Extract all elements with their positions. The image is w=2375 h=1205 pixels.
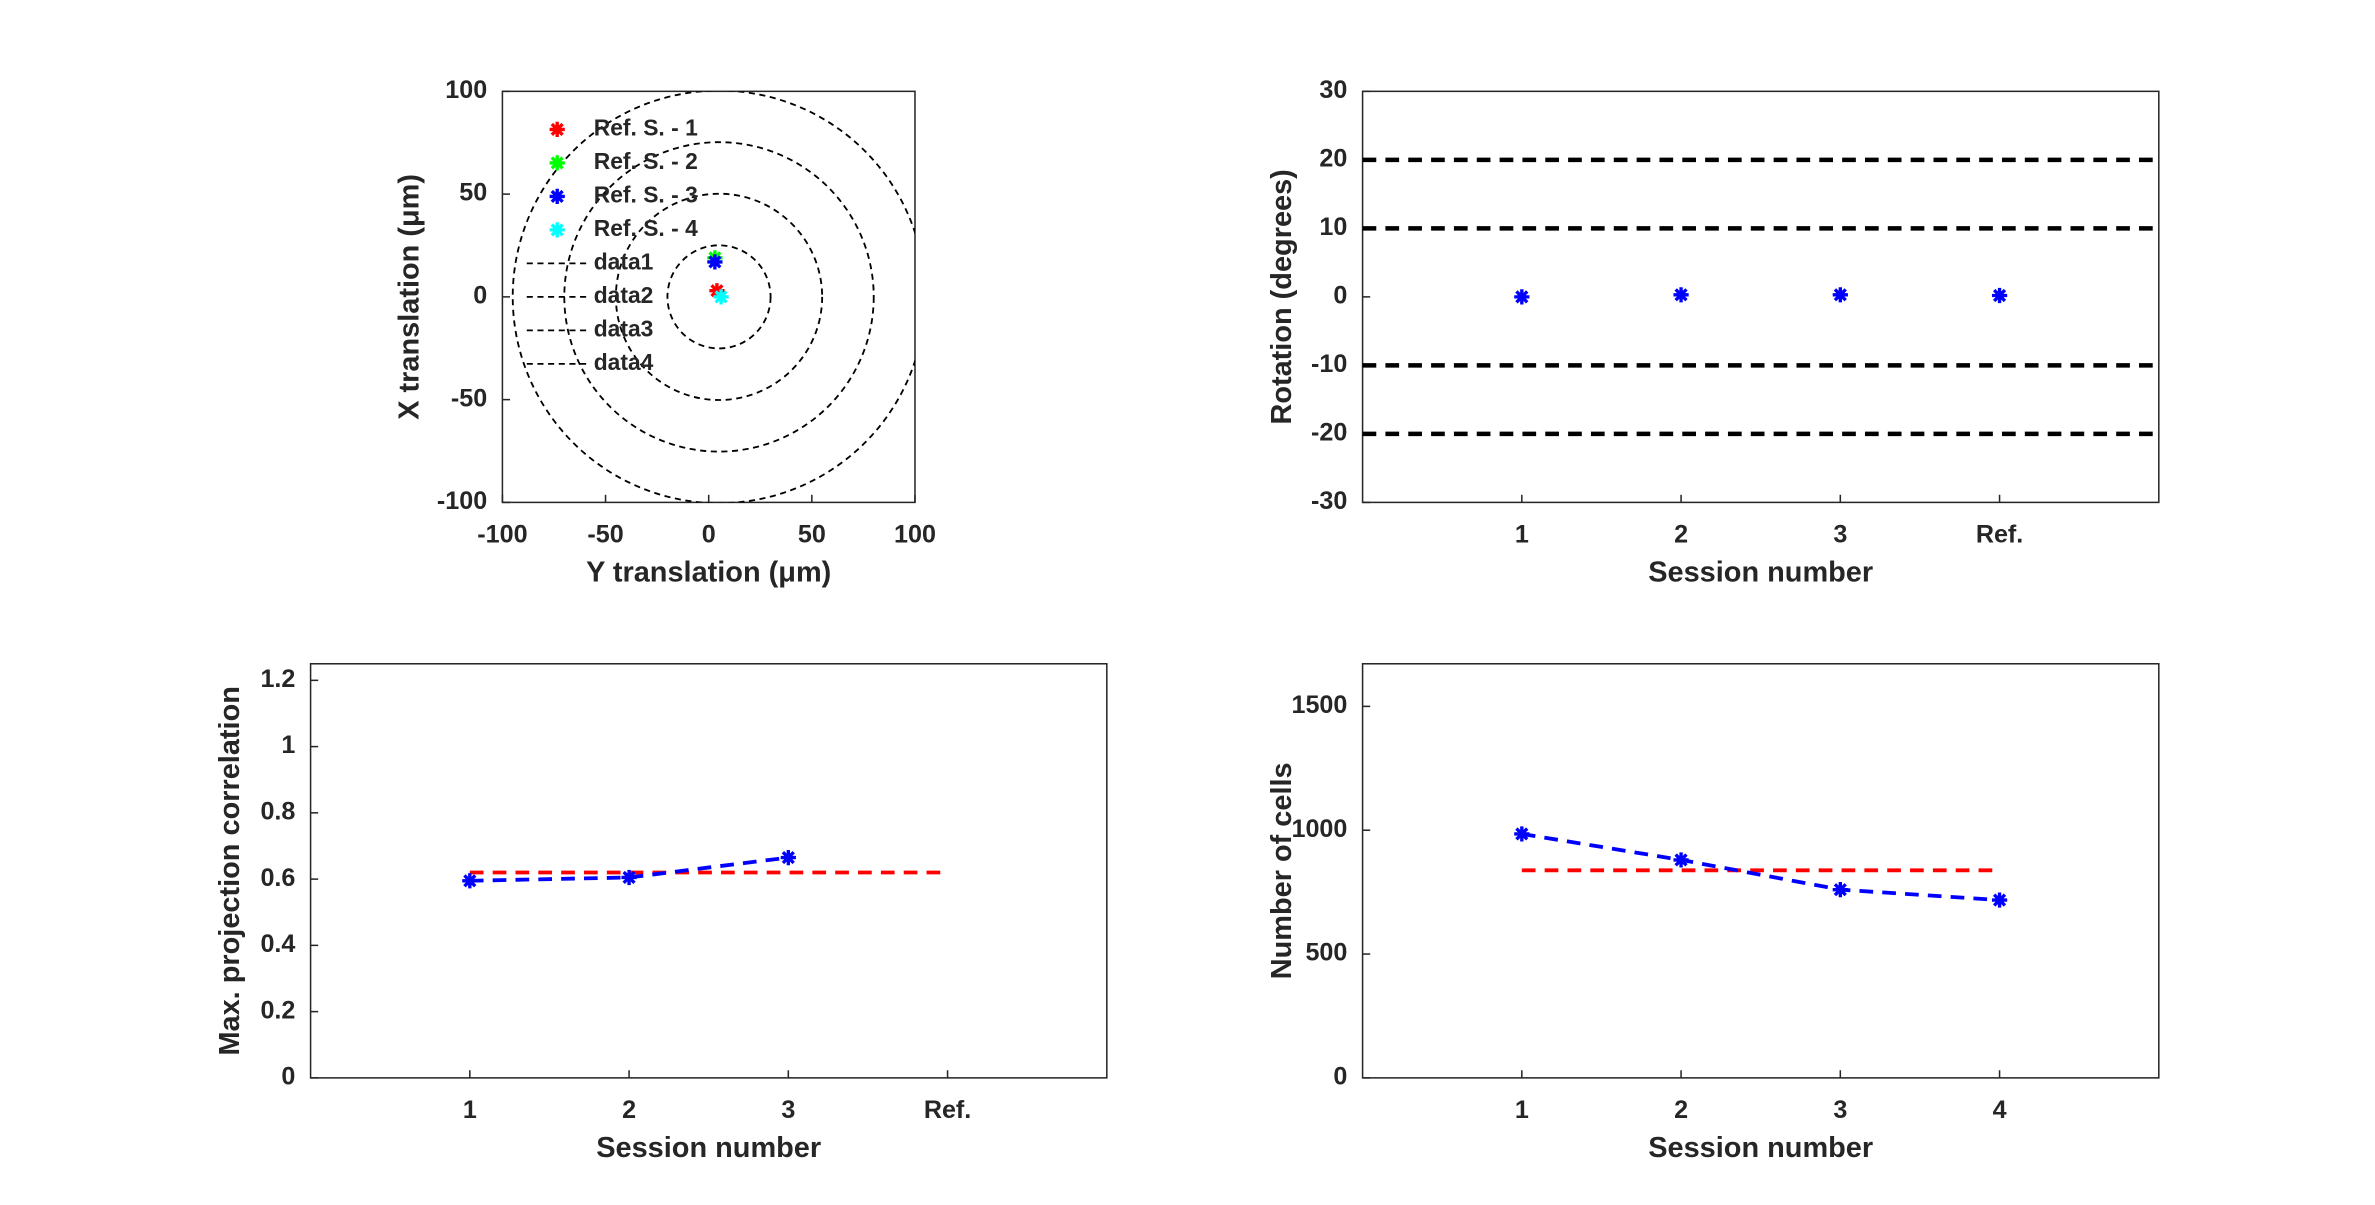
series-line <box>1521 832 2000 902</box>
y-axis-label: Rotation (degrees) <box>1266 169 1298 424</box>
y-tick-label: -50 <box>451 384 487 412</box>
x-tick-label: 3 <box>1833 521 1847 549</box>
y-tick-label: -30 <box>1311 487 1347 515</box>
y-tick-label: 0 <box>1333 282 1347 310</box>
x-tick-label: 50 <box>798 521 826 549</box>
y-axis-label: Max. projection correlation <box>214 686 246 1055</box>
x-axis-label: Y translation (μm) <box>586 557 831 589</box>
legend-label: data2 <box>594 282 654 308</box>
marker <box>1514 826 1530 842</box>
x-tick-label: -50 <box>587 521 623 549</box>
x-axis-label: Session number <box>1648 557 1873 589</box>
y-tick-label: 0 <box>1333 1063 1347 1091</box>
legend-label: Ref. S. - 4 <box>594 215 698 241</box>
marker <box>1991 892 2008 908</box>
series-line <box>469 855 789 883</box>
legend-label: data3 <box>594 315 654 341</box>
x-tick-label: 3 <box>781 1096 795 1124</box>
y-tick-label: 1500 <box>1291 691 1347 719</box>
marker <box>1673 852 1689 868</box>
x-tick-label: 0 <box>702 521 716 549</box>
y-tick-label: -10 <box>1311 350 1347 378</box>
x-tick-label: 2 <box>1674 521 1688 549</box>
x-tick-label: 1 <box>463 1096 477 1124</box>
x-tick-label: 2 <box>1674 1096 1688 1124</box>
legend-marker <box>549 121 565 138</box>
y-tick-label: 50 <box>459 179 487 207</box>
y-tick-label: 1000 <box>1291 815 1347 843</box>
x-tick-label: 1 <box>1515 521 1529 549</box>
y-tick-label: 1 <box>281 731 295 759</box>
axes: 1 2 3 Ref. -30 -20 -10 0 10 20 30 Session number Rot… <box>1266 76 2160 589</box>
y-tick-label: 500 <box>1305 939 1347 967</box>
legend-label: Ref. S. - 1 <box>594 114 698 140</box>
y-tick-label: 0.6 <box>260 864 295 892</box>
plot-area <box>1361 90 2160 504</box>
x-tick-label: Ref. <box>924 1096 971 1124</box>
marker <box>462 873 478 889</box>
axes: 1 2 3 4 0 500 1000 1500 Session number Number of … <box>1266 663 2160 1164</box>
x-tick-label: -100 <box>477 521 527 549</box>
x-tick-label: 1 <box>1515 1096 1529 1124</box>
marker <box>1673 287 1689 303</box>
y-tick-label: 0.8 <box>260 797 295 825</box>
marker <box>707 254 723 270</box>
x-tick-label: 2 <box>622 1096 636 1124</box>
x-axis-label: Session number <box>1648 1132 1873 1164</box>
legend-label: data4 <box>594 349 654 375</box>
marker <box>780 849 796 866</box>
y-tick-label: 1.2 <box>260 665 295 693</box>
marker <box>621 869 637 886</box>
x-axis-label: Session number <box>596 1132 821 1164</box>
x-tick-label: 3 <box>1833 1096 1847 1124</box>
y-tick-label: 20 <box>1319 144 1347 172</box>
axes: 1 2 3 Ref. 0 0.2 0.4 0.6 0.8 1 1.2 Session number Ma… <box>214 663 1108 1164</box>
clip-group <box>511 91 915 503</box>
y-tick-label: 0.2 <box>260 996 295 1024</box>
y-axis-label: Number of cells <box>1266 762 1298 979</box>
x-tick-label: Ref. <box>1976 521 2023 549</box>
x-tick-label: 100 <box>894 521 936 549</box>
legend-marker <box>549 188 565 205</box>
y-tick-label: 0 <box>281 1063 295 1091</box>
axes: -100 -50 0 50 100 -100 -50 0 50 100 Y translation … <box>394 76 936 589</box>
y-tick-label: 10 <box>1319 213 1347 241</box>
legend-label: Ref. S. - 3 <box>594 181 698 207</box>
marker <box>713 289 729 305</box>
marker <box>1514 289 1530 305</box>
circle <box>614 192 824 401</box>
circle <box>563 141 875 453</box>
y-tick-label: -20 <box>1311 419 1347 447</box>
marker <box>1991 287 2008 304</box>
y-tick-label: 0 <box>473 282 487 310</box>
y-axis-label: X translation (μm) <box>394 174 426 420</box>
y-tick-label: 30 <box>1319 76 1347 104</box>
marker <box>1832 287 1848 303</box>
legend-label: Ref. S. - 2 <box>594 148 698 174</box>
marker <box>1832 882 1848 898</box>
x-tick-label: 4 <box>1993 1096 2007 1124</box>
legend-marker <box>549 222 565 238</box>
y-tick-label: 100 <box>445 76 487 104</box>
legend-marker <box>549 155 565 171</box>
circle <box>666 244 772 350</box>
legend-label: data1 <box>594 248 654 274</box>
y-tick-label: -100 <box>437 487 487 515</box>
y-tick-label: 0.4 <box>260 930 295 958</box>
